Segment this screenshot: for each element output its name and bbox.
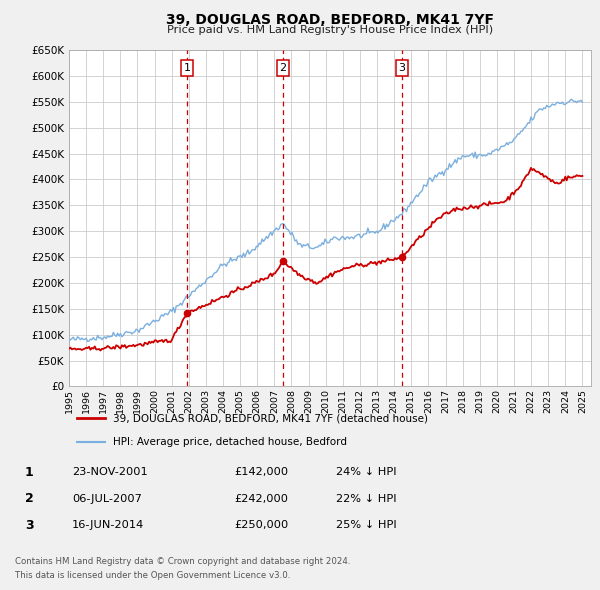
Text: 06-JUL-2007: 06-JUL-2007 (72, 494, 142, 503)
Text: 23-NOV-2001: 23-NOV-2001 (72, 467, 148, 477)
Text: 3: 3 (398, 63, 406, 73)
Text: 39, DOUGLAS ROAD, BEDFORD, MK41 7YF: 39, DOUGLAS ROAD, BEDFORD, MK41 7YF (166, 13, 494, 27)
Text: 25% ↓ HPI: 25% ↓ HPI (336, 520, 397, 530)
Text: 2: 2 (280, 63, 286, 73)
Text: HPI: Average price, detached house, Bedford: HPI: Average price, detached house, Bedf… (113, 437, 347, 447)
Text: 22% ↓ HPI: 22% ↓ HPI (336, 494, 397, 503)
Text: 1: 1 (25, 466, 34, 478)
Text: 39, DOUGLAS ROAD, BEDFORD, MK41 7YF (detached house): 39, DOUGLAS ROAD, BEDFORD, MK41 7YF (det… (113, 413, 428, 423)
Text: 2: 2 (25, 492, 34, 505)
Text: £250,000: £250,000 (234, 520, 288, 530)
Text: 16-JUN-2014: 16-JUN-2014 (72, 520, 144, 530)
Text: £242,000: £242,000 (234, 494, 288, 503)
Text: 3: 3 (25, 519, 34, 532)
Text: Contains HM Land Registry data © Crown copyright and database right 2024.: Contains HM Land Registry data © Crown c… (15, 557, 350, 566)
Text: 24% ↓ HPI: 24% ↓ HPI (336, 467, 397, 477)
Text: This data is licensed under the Open Government Licence v3.0.: This data is licensed under the Open Gov… (15, 571, 290, 580)
Text: 1: 1 (184, 63, 191, 73)
Text: £142,000: £142,000 (234, 467, 288, 477)
Text: Price paid vs. HM Land Registry's House Price Index (HPI): Price paid vs. HM Land Registry's House … (167, 25, 493, 35)
